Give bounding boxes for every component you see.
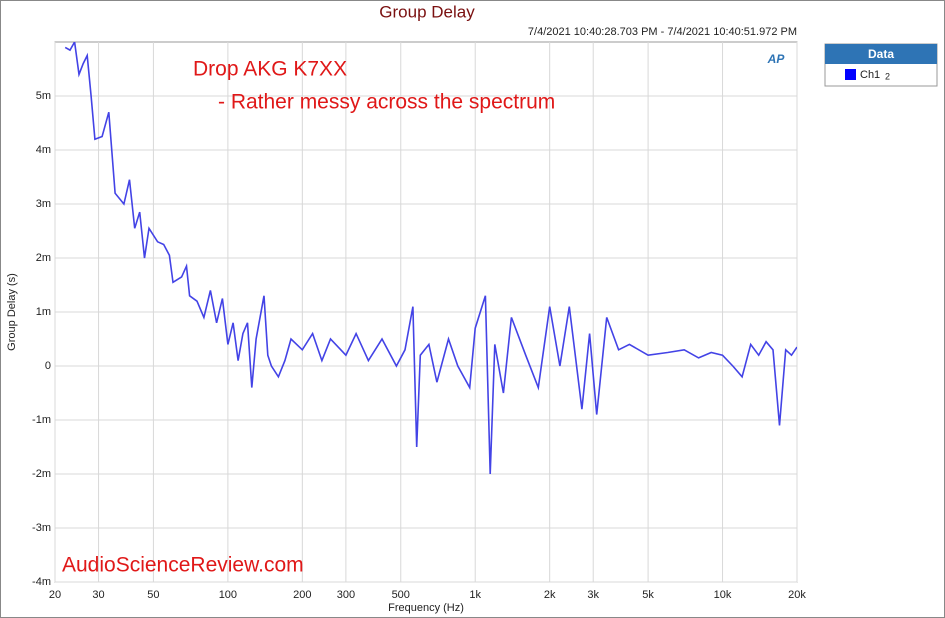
x-tick-label: 10k — [714, 589, 732, 601]
x-tick-label: 500 — [392, 589, 410, 601]
x-tick-label: 50 — [147, 589, 159, 601]
y-tick-label: 0 — [45, 360, 51, 372]
x-tick-label: 2k — [544, 589, 556, 601]
x-tick-label: 3k — [587, 589, 599, 601]
legend-header — [825, 44, 937, 64]
y-tick-label: 5m — [36, 90, 51, 102]
chart-title: Group Delay — [379, 2, 475, 21]
y-tick-label: 4m — [36, 144, 51, 156]
logo: AP — [767, 52, 786, 66]
x-tick-label: 5k — [642, 589, 654, 601]
timestamp: 7/4/2021 10:40:28.703 PM - 7/4/2021 10:4… — [528, 26, 797, 38]
y-tick-label: 3m — [36, 198, 51, 210]
y-tick-label: -3m — [32, 522, 51, 534]
legend-label: Ch1 — [860, 69, 880, 81]
x-tick-label: 30 — [92, 589, 104, 601]
x-tick-label: 1k — [469, 589, 481, 601]
legend-swatch — [845, 69, 856, 80]
x-tick-label: 20 — [49, 589, 61, 601]
y-tick-label: 1m — [36, 306, 51, 318]
annotation: - Rather messy across the spectrum — [218, 91, 555, 114]
legend-title: Data — [868, 47, 894, 61]
y-tick-label: 2m — [36, 252, 51, 264]
x-tick-label: 100 — [219, 589, 237, 601]
y-tick-label: -4m — [32, 576, 51, 588]
y-tick-label: -2m — [32, 468, 51, 480]
series-line — [64, 42, 797, 475]
x-tick-label: 300 — [337, 589, 355, 601]
y-axis-label: Group Delay (s) — [6, 273, 18, 351]
y-tick-label: -1m — [32, 414, 51, 426]
watermark: AudioScienceReview.com — [62, 554, 304, 577]
x-tick-label: 20k — [788, 589, 806, 601]
annotation: Drop AKG K7XX — [193, 58, 347, 81]
x-axis-label: Frequency (Hz) — [388, 602, 464, 614]
legend-sub: 2 — [885, 71, 890, 81]
x-tick-label: 200 — [293, 589, 311, 601]
